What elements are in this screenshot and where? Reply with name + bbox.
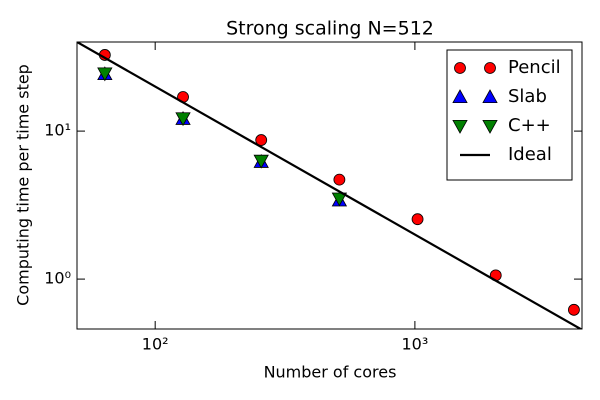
legend-marker: [452, 89, 468, 103]
x-axis-label: Number of cores: [264, 363, 397, 382]
legend-box: [446, 49, 573, 181]
x-tick-label: 10²: [142, 335, 169, 354]
x-tick-label: 10³: [401, 335, 428, 354]
legend-marker: [482, 89, 498, 103]
data-point: [411, 213, 424, 226]
plot-frame: [76, 41, 583, 330]
legend-marker: [452, 120, 468, 134]
data-point: [255, 134, 268, 146]
legend-label: Slab: [508, 86, 547, 107]
legend-marker: [484, 62, 496, 74]
data-point: [253, 154, 269, 169]
y-tick-label: 10¹: [44, 121, 71, 140]
legend-label: C++: [508, 115, 551, 136]
data-point: [175, 112, 191, 127]
data-point: [333, 173, 346, 186]
ideal-line: [77, 42, 582, 329]
data-point: [331, 192, 348, 207]
legend-marker: [454, 62, 466, 74]
y-axis-label: Computing time per time step: [14, 64, 33, 306]
legend-marker: [482, 120, 498, 134]
y-tick-label: 10⁰: [44, 269, 71, 288]
data-point: [568, 303, 580, 316]
chart-title: Strong scaling N=512: [226, 18, 434, 40]
legend-label: Ideal: [508, 144, 552, 165]
legend-label: Pencil: [508, 57, 561, 78]
data-point: [97, 67, 113, 82]
